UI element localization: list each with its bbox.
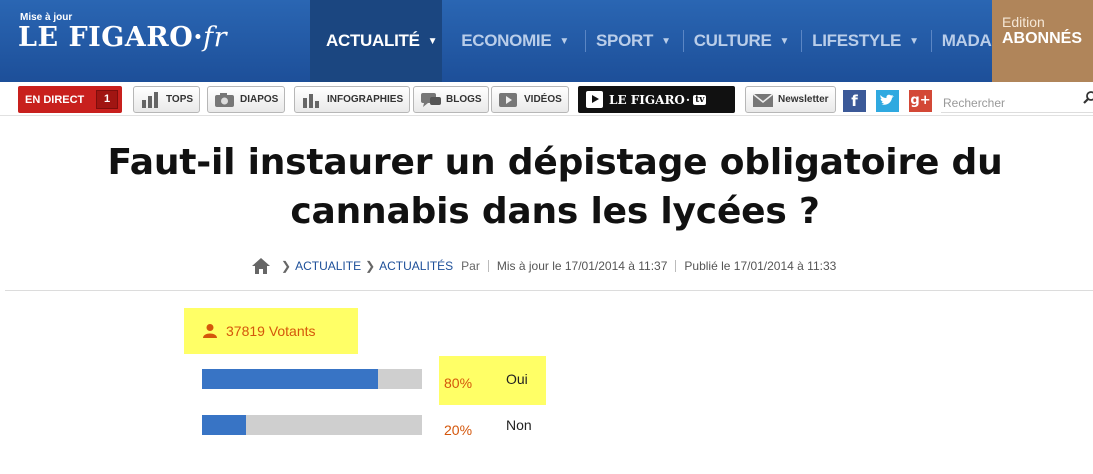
leading-answer-highlight bbox=[439, 356, 546, 405]
nav-separator bbox=[930, 30, 932, 52]
figaro-tv-label: LE FIGARO bbox=[609, 92, 685, 107]
live-button[interactable]: EN DIRECT 1 bbox=[18, 86, 122, 113]
nav-item-culture[interactable]: CULTURE ▼ bbox=[693, 31, 790, 50]
poll-bar-fill-non bbox=[202, 415, 246, 435]
logo-wordmark: LE FIGARO·fr bbox=[18, 22, 228, 53]
diapos-button[interactable]: DIAPOS bbox=[207, 86, 286, 113]
article-title: Faut-il instaurer un dépistage obligatoi… bbox=[107, 142, 1003, 232]
published-date: Publié le 17/01/2014 à 11:33 bbox=[684, 259, 837, 273]
infographies-button[interactable]: INFOGRAPHIES bbox=[294, 86, 411, 113]
edition-abonnes-button[interactable]: Edition ABONNÉS bbox=[992, 0, 1093, 82]
chevron-down-icon: ▼ bbox=[909, 35, 919, 47]
camera-icon bbox=[214, 92, 236, 108]
poll-label-non[interactable]: Non bbox=[506, 417, 532, 433]
videos-button[interactable]: VIDÉOS bbox=[491, 86, 569, 113]
nav-separator bbox=[585, 30, 587, 52]
poll-label-oui[interactable]: Oui bbox=[506, 371, 528, 387]
poll-bar-non[interactable] bbox=[202, 415, 422, 435]
speech-bubble-icon bbox=[420, 92, 442, 108]
google-plus-icon[interactable]: g+ bbox=[909, 90, 932, 112]
play-icon bbox=[498, 92, 520, 108]
play-icon bbox=[586, 91, 603, 108]
chevron-down-icon: ▼ bbox=[559, 35, 570, 47]
poll-percent-oui: 80% bbox=[444, 375, 473, 391]
tv-label: tv bbox=[693, 94, 707, 105]
updated-date: Mis à jour le 17/01/2014 à 11:37 bbox=[496, 259, 668, 273]
facebook-icon[interactable]: f bbox=[843, 90, 866, 112]
bar-chart-icon bbox=[140, 91, 162, 108]
nav-item-economie[interactable]: ECONOMIE ▼ bbox=[461, 31, 570, 50]
nav-separator bbox=[801, 30, 803, 52]
search-input[interactable] bbox=[941, 89, 1093, 113]
logo-tagline: Mise à jour bbox=[20, 12, 73, 23]
breadcrumb-separator bbox=[487, 260, 489, 272]
abonnes-label: ABONNÉS bbox=[1002, 30, 1083, 47]
chevron-right-icon: ❯ bbox=[365, 259, 376, 273]
twitter-icon[interactable] bbox=[876, 90, 899, 112]
breadcrumb-separator bbox=[675, 260, 677, 272]
voters-count: 37819 Votants bbox=[184, 308, 358, 354]
breadcrumb-link-actualites[interactable]: ACTUALITÉS bbox=[379, 259, 454, 273]
search-icon[interactable] bbox=[1083, 91, 1093, 105]
top-navigation-bar: Mise à jour LE FIGARO·fr ACTUALITÉ ▼ ECON… bbox=[0, 0, 1093, 82]
live-label: EN DIRECT bbox=[25, 93, 85, 106]
person-icon bbox=[202, 323, 218, 339]
infographic-icon bbox=[301, 92, 323, 108]
poll-percent-non: 20% bbox=[444, 422, 473, 438]
newsletter-button[interactable]: Newsletter bbox=[745, 86, 836, 113]
chevron-down-icon: ▼ bbox=[779, 35, 790, 47]
nav-item-lifestyle[interactable]: LIFESTYLE ▼ bbox=[812, 31, 919, 50]
live-count-badge: 1 bbox=[96, 90, 118, 109]
main-nav: ACTUALITÉ ▼ ECONOMIE ▼ SPORT ▼ CULTURE ▼ LIF… bbox=[310, 0, 1046, 82]
blogs-button[interactable]: BLOGS bbox=[413, 86, 489, 113]
figaro-tv-button[interactable]: LE FIGARO · tv bbox=[578, 86, 735, 113]
breadcrumb-link-actualite[interactable]: ACTUALITE bbox=[295, 259, 362, 273]
author-prefix: Par bbox=[461, 259, 480, 273]
chevron-right-icon: ❯ bbox=[281, 259, 292, 273]
poll-bar-fill-oui bbox=[202, 369, 378, 389]
nav-separator bbox=[682, 30, 684, 52]
breadcrumb: ❯ ACTUALITE ❯ ACTUALITÉS Par Mis à jour … bbox=[251, 256, 836, 276]
chevron-down-icon: ▼ bbox=[661, 35, 671, 47]
voters-label: 37819 Votants bbox=[226, 323, 316, 339]
secondary-toolbar: EN DIRECT 1 TOPS DIAPOS INFOGRAPHIES BLO… bbox=[0, 82, 1093, 116]
nav-item-actualite[interactable]: ACTUALITÉ ▼ bbox=[326, 31, 438, 50]
nav-active-background bbox=[310, 0, 442, 82]
nav-item-sport[interactable]: SPORT ▼ bbox=[596, 31, 671, 50]
tops-button[interactable]: TOPS bbox=[133, 86, 201, 113]
home-icon[interactable] bbox=[251, 257, 271, 275]
chevron-down-icon: ▼ bbox=[427, 35, 438, 47]
poll-bar-oui[interactable] bbox=[202, 369, 422, 389]
content-divider bbox=[5, 290, 1093, 291]
edition-label: Edition bbox=[1002, 14, 1045, 30]
envelope-icon bbox=[752, 92, 774, 108]
